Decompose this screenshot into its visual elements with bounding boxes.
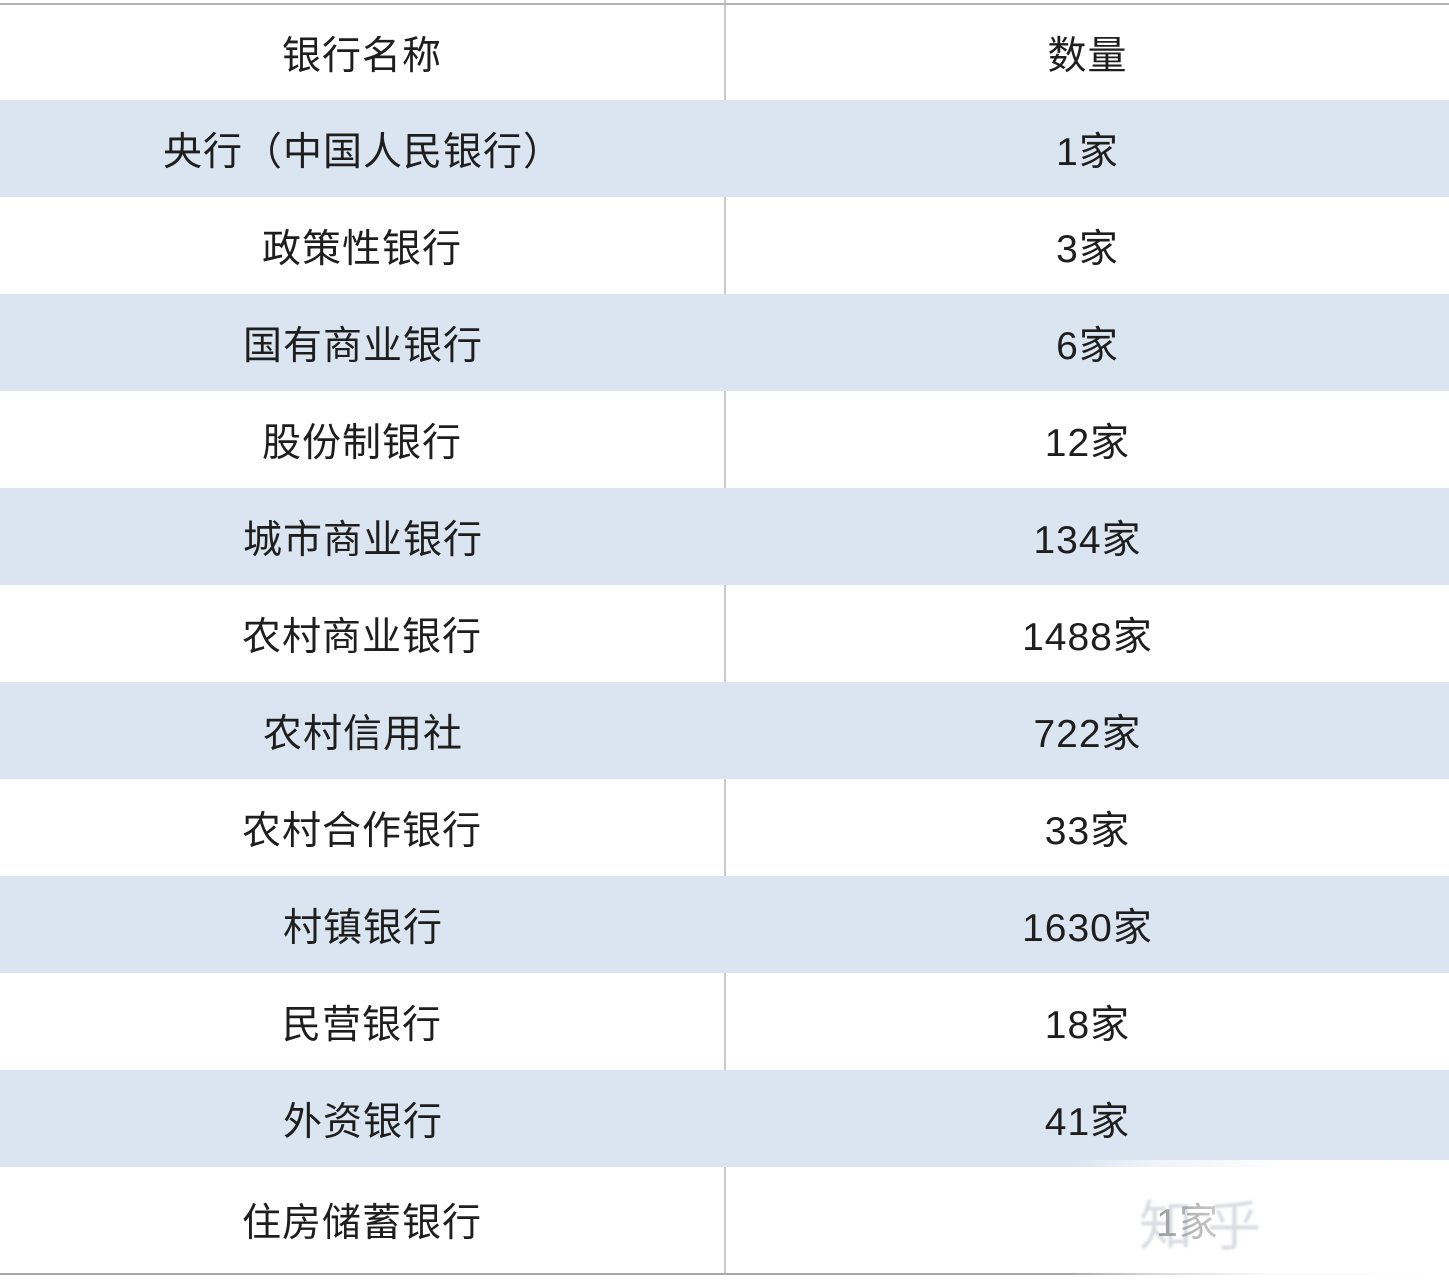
bank-count-cell: 41家 (726, 1070, 1449, 1167)
bank-count-cell: 1家 (726, 1167, 1449, 1273)
bank-count-table: 银行名称 数量 央行（中国人民银行） 1家 政策性银行 3家 国有商业银行 6家 股份制银行… (0, 3, 1449, 1275)
bank-name-text: 国有商业银行 (242, 324, 483, 368)
bank-count-text: 1家 (1156, 1202, 1219, 1245)
table-row: 政策性银行 3家 (0, 197, 1449, 294)
bank-count-cell: 12家 (726, 391, 1449, 488)
bank-count-cell: 3家 (726, 197, 1449, 294)
table-row: 住房储蓄银行 1家 (0, 1167, 1449, 1273)
bank-name-cell: 央行（中国人民银行） (0, 100, 726, 197)
bank-count-text: 3家 (1056, 227, 1119, 271)
bank-name-cell: 政策性银行 (0, 197, 726, 294)
table-row: 央行（中国人民银行） 1家 (0, 100, 1449, 197)
bank-name-text: 外资银行 (282, 1100, 443, 1144)
table-row: 城市商业银行 134家 (0, 488, 1449, 585)
table-header-row: 银行名称 数量 (0, 5, 1449, 100)
bank-count-cell: 722家 (726, 682, 1449, 779)
bank-name-cell: 国有商业银行 (0, 294, 726, 391)
bank-name-text: 政策性银行 (261, 227, 462, 271)
column-divider-nub (724, 0, 726, 3)
table-body: 央行（中国人民银行） 1家 政策性银行 3家 国有商业银行 6家 股份制银行 12家 城市商业银… (0, 100, 1449, 1273)
bank-name-cell: 民营银行 (0, 973, 726, 1070)
bank-count-cell: 1630家 (726, 876, 1449, 973)
table-row: 国有商业银行 6家 (0, 294, 1449, 391)
bank-name-cell: 村镇银行 (0, 876, 726, 973)
bank-count-cell: 1488家 (726, 585, 1449, 682)
table-row: 股份制银行 12家 (0, 391, 1449, 488)
bank-name-text: 农村合作银行 (241, 809, 482, 853)
bank-name-cell: 城市商业银行 (0, 488, 726, 585)
bank-name-cell: 外资银行 (0, 1070, 726, 1167)
bank-count-text: 6家 (1056, 324, 1119, 368)
bank-name-text: 民营银行 (281, 1003, 442, 1047)
bank-name-cell: 股份制银行 (0, 391, 726, 488)
bank-name-cell: 农村商业银行 (0, 585, 726, 682)
bank-name-text: 股份制银行 (261, 421, 462, 465)
bank-name-text: 城市商业银行 (242, 518, 483, 562)
bank-count-text: 12家 (1044, 421, 1131, 465)
count-header-cell: 数量 (726, 5, 1449, 100)
bank-count-cell: 33家 (726, 779, 1449, 876)
bank-count-text: 18家 (1044, 1003, 1131, 1047)
bank-count-cell: 134家 (726, 488, 1449, 585)
bank-name-cell: 农村信用社 (0, 682, 726, 779)
bank-count-cell: 6家 (726, 294, 1449, 391)
bank-count-text: 1630家 (1022, 906, 1153, 950)
bank-name-cell: 住房储蓄银行 (0, 1167, 726, 1273)
table-row: 农村合作银行 33家 (0, 779, 1449, 876)
count-header-text: 数量 (1047, 34, 1128, 78)
table-row: 农村商业银行 1488家 (0, 585, 1449, 682)
bank-count-cell: 1家 (726, 100, 1449, 197)
table-row: 村镇银行 1630家 (0, 876, 1449, 973)
bank-count-text: 1家 (1056, 130, 1119, 174)
bank-name-text: 村镇银行 (282, 906, 443, 950)
bank-count-cell: 18家 (726, 973, 1449, 1070)
bank-count-text: 1488家 (1022, 615, 1153, 659)
bank-name-text: 央行（中国人民银行） (162, 130, 563, 174)
bank-count-text: 134家 (1033, 518, 1142, 562)
bank-count-text: 41家 (1044, 1100, 1131, 1144)
bank-name-text: 农村商业银行 (241, 615, 482, 659)
bank-count-text: 33家 (1044, 809, 1131, 853)
bank-name-cell: 农村合作银行 (0, 779, 726, 876)
table-row: 农村信用社 722家 (0, 682, 1449, 779)
table-row: 民营银行 18家 (0, 973, 1449, 1070)
bank-name-header-text: 银行名称 (281, 34, 442, 78)
bank-name-header-cell: 银行名称 (0, 5, 726, 100)
bank-name-text: 农村信用社 (262, 712, 463, 756)
bank-name-text: 住房储蓄银行 (241, 1202, 482, 1245)
bank-count-text: 722家 (1033, 712, 1142, 756)
table-row: 外资银行 41家 (0, 1070, 1449, 1167)
